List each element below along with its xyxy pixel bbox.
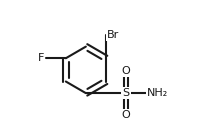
Text: O: O bbox=[122, 66, 130, 76]
Text: F: F bbox=[38, 53, 44, 63]
Text: NH₂: NH₂ bbox=[147, 88, 168, 98]
Text: Br: Br bbox=[107, 30, 119, 40]
Text: S: S bbox=[122, 88, 130, 98]
Text: O: O bbox=[122, 110, 130, 120]
